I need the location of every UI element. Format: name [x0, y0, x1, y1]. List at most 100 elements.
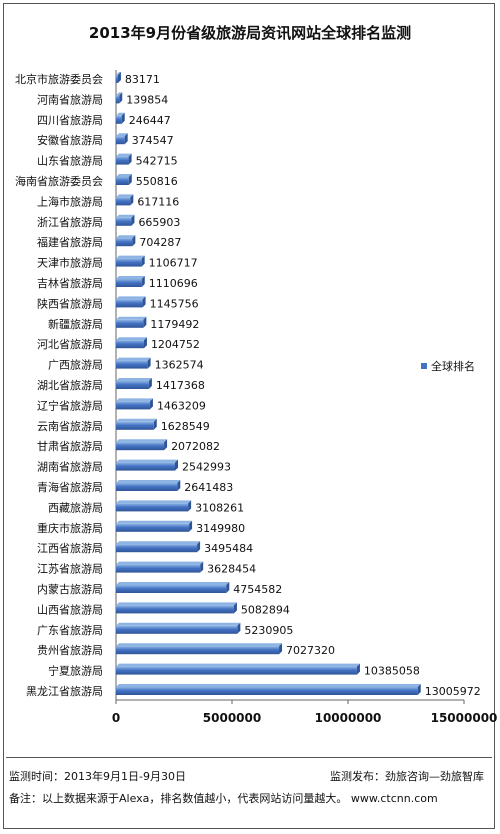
- bar-front: [116, 360, 148, 369]
- bar-front: [116, 299, 143, 308]
- footer-publisher: 监测发布：劲旅咨询—劲旅智库: [330, 770, 484, 783]
- category-label: 重庆市旅游局: [37, 521, 103, 535]
- bar-top: [116, 541, 201, 545]
- data-label: 7027320: [286, 644, 335, 657]
- data-label: 5230905: [244, 624, 293, 637]
- data-label: 13005972: [425, 685, 481, 698]
- category-label: 天津市旅游局: [37, 256, 103, 270]
- bar: [116, 439, 168, 451]
- category-label: 北京市旅游委员会: [15, 72, 103, 86]
- category-label: 陕西省旅游局: [37, 296, 103, 310]
- category-label: 贵州省旅游局: [37, 643, 103, 657]
- bar-top: [116, 92, 123, 96]
- bar-front: [116, 503, 189, 512]
- bar-end: [131, 214, 135, 226]
- bar-end: [117, 72, 121, 83]
- category-label: 广东省旅游局: [37, 623, 103, 637]
- bar-top: [116, 418, 157, 422]
- data-label: 5082894: [241, 603, 290, 616]
- category-label: 西藏旅游局: [48, 500, 103, 514]
- bar-end: [119, 92, 123, 104]
- bar-front: [116, 75, 118, 83]
- data-label: 1628549: [161, 420, 210, 433]
- category-label: 河北省旅游局: [37, 337, 103, 351]
- category-label: 黑龙江省旅游局: [26, 684, 103, 698]
- data-label: 2542993: [182, 461, 231, 474]
- bar-end: [188, 500, 192, 512]
- data-label: 1362574: [155, 359, 204, 372]
- bar: [116, 622, 241, 634]
- bar-top: [116, 276, 145, 279]
- data-label: 1106717: [149, 257, 198, 270]
- category-label: 河南省旅游局: [37, 92, 103, 106]
- category-label: 江苏省旅游局: [37, 562, 103, 576]
- bar-top: [116, 582, 230, 585]
- category-label: 吉林省旅游局: [37, 276, 103, 290]
- category-label: 云南省旅游局: [37, 419, 103, 433]
- bar-end: [200, 561, 204, 573]
- bar: [116, 378, 152, 389]
- bar-front: [116, 646, 280, 655]
- x-tick-label: 10000000: [315, 711, 382, 725]
- bar-top: [116, 378, 152, 381]
- bar-end: [143, 316, 147, 328]
- bar-end: [197, 541, 201, 553]
- category-label: 安徽省旅游局: [37, 133, 103, 147]
- bar-end: [233, 602, 237, 614]
- data-label: 139854: [126, 93, 168, 106]
- data-label: 3495484: [204, 542, 253, 555]
- bar-front: [116, 666, 357, 675]
- bar-end: [143, 337, 147, 349]
- bar-top: [116, 398, 153, 402]
- bar: [116, 153, 132, 165]
- bar-end: [189, 520, 193, 532]
- category-label: 海南省旅游委员会: [15, 174, 103, 188]
- bar-end: [128, 153, 132, 165]
- bar-top: [116, 255, 145, 259]
- bar: [116, 582, 230, 593]
- bar-front: [116, 136, 125, 145]
- bar: [116, 684, 421, 695]
- bar: [116, 194, 134, 206]
- bar-front: [116, 115, 122, 124]
- bar-top: [116, 337, 147, 341]
- bar-end: [164, 439, 168, 451]
- category-label: 甘肃省旅游局: [37, 439, 103, 453]
- data-label: 1179492: [150, 318, 199, 331]
- bar-front: [116, 258, 142, 267]
- bar-front: [116, 483, 178, 491]
- bar-top: [116, 684, 421, 687]
- bar-end: [177, 480, 181, 491]
- category-label: 浙江省旅游局: [37, 215, 103, 229]
- chart-title: 2013年9月份省级旅游局资讯网站全球排名监测: [88, 24, 412, 42]
- bar-front: [116, 217, 132, 226]
- data-label: 83171: [125, 73, 160, 86]
- bar: [116, 643, 283, 655]
- data-label: 1417368: [156, 379, 205, 392]
- data-label: 617116: [137, 195, 179, 208]
- bar: [116, 480, 181, 491]
- bar-top: [116, 622, 241, 626]
- bar: [116, 72, 121, 83]
- bar-end: [128, 174, 132, 185]
- legend-label: 全球排名: [431, 359, 475, 373]
- bar-front: [116, 319, 144, 328]
- bar-top: [116, 561, 204, 565]
- bar-front: [116, 523, 190, 532]
- data-label: 246447: [129, 114, 171, 127]
- data-label: 4754582: [233, 583, 282, 596]
- bar: [116, 418, 157, 430]
- bar: [116, 235, 136, 247]
- category-label: 辽宁省旅游局: [37, 398, 103, 412]
- bar-top: [116, 520, 193, 524]
- footer-divider: [6, 757, 492, 758]
- bar-top: [116, 439, 168, 443]
- bar-end: [124, 133, 128, 145]
- bar: [116, 174, 132, 185]
- data-label: 3149980: [196, 522, 245, 535]
- bar-top: [116, 112, 125, 116]
- bar-end: [148, 378, 152, 389]
- bar-front: [116, 177, 129, 185]
- bar-end: [153, 418, 157, 430]
